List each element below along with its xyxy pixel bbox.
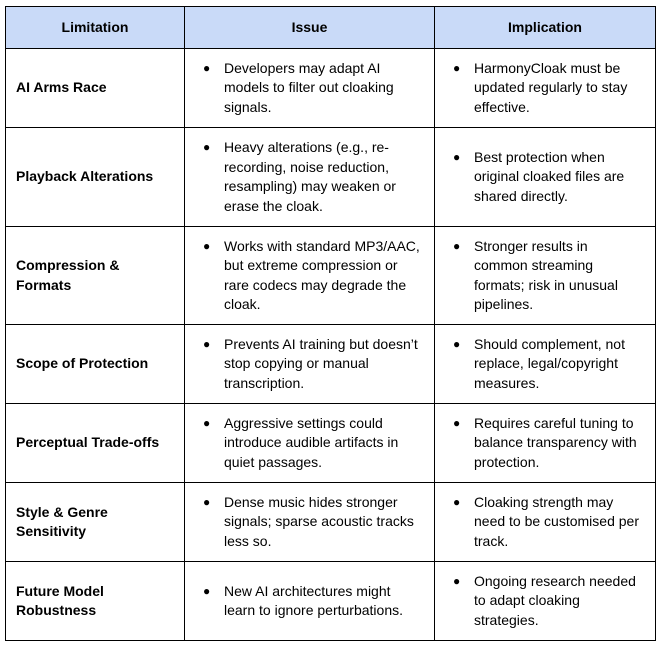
implication-text: Best protection when original cloaked fi…: [474, 148, 625, 204]
bullet-icon: ●: [453, 149, 461, 164]
bullet-icon: ●: [203, 415, 211, 430]
issue-cell: ● Works with standard MP3/AAC, but extrem…: [184, 226, 435, 325]
limitations-table: Limitation Issue Implication AI Arms Rac…: [5, 6, 656, 641]
bullet-icon: ●: [453, 238, 461, 253]
implication-cell: ● Best protection when original cloaked f…: [434, 127, 656, 227]
implication-text: Cloaking strength may need to be customi…: [474, 493, 639, 549]
issue-cell: ● Heavy alterations (e.g., re-recording, …: [184, 127, 435, 227]
header-issue: Issue: [184, 6, 435, 49]
issue-text: Dense music hides stronger signals; spar…: [224, 493, 414, 549]
bullet-icon: ●: [203, 583, 211, 598]
header-row: Limitation Issue Implication: [5, 6, 656, 49]
implication-cell: ● Cloaking strength may need to be custom…: [434, 482, 656, 562]
issue-text: Developers may adapt AI models to filter…: [224, 59, 394, 115]
limitation-cell: Perceptual Trade-offs: [5, 403, 185, 483]
table-row: Scope of Protection ● Prevents AI trainin…: [5, 324, 656, 404]
table-row: Future Model Robustness ● New AI architec…: [5, 561, 656, 641]
issue-cell: ● Aggressive settings could introduce aud…: [184, 403, 435, 483]
issue-cell: ● Developers may adapt AI models to filte…: [184, 48, 435, 128]
header-limitation: Limitation: [5, 6, 185, 49]
implication-cell: ● Ongoing research needed to adapt cloaki…: [434, 561, 656, 641]
implication-cell: ● Requires careful tuning to balance tran…: [434, 403, 656, 483]
issue-text: Works with standard MP3/AAC, but extreme…: [224, 237, 420, 313]
bullet-icon: ●: [203, 60, 211, 75]
bullet-icon: ●: [203, 140, 211, 154]
bullet-icon: ●: [203, 238, 211, 253]
implication-text: HarmonyCloak must be updated regularly t…: [474, 59, 628, 115]
table-row: Perceptual Trade-offs ● Aggressive settin…: [5, 403, 656, 483]
issue-cell: ● Prevents AI training but doesn’t stop c…: [184, 324, 435, 404]
header-implication: Implication: [434, 6, 656, 49]
bullet-icon: ●: [453, 336, 461, 351]
table-row: AI Arms Race ● Developers may adapt AI mo…: [5, 48, 656, 128]
table-row: Compression & Formats ● Works with standa…: [5, 226, 656, 325]
bullet-icon: ●: [203, 494, 211, 509]
bullet-icon: ●: [203, 336, 211, 351]
implication-text: Stronger results in common streaming for…: [474, 237, 618, 313]
implication-cell: ● Stronger results in common streaming fo…: [434, 226, 656, 325]
table-row: Style & Genre Sensitivity ● Dense music h…: [5, 482, 656, 562]
implication-text: Requires careful tuning to balance trans…: [474, 414, 637, 470]
table-row: Playback Alterations ● Heavy alterations …: [5, 127, 656, 227]
bullet-icon: ●: [453, 573, 461, 588]
limitation-cell: Style & Genre Sensitivity: [5, 482, 185, 562]
issue-text: Prevents AI training but doesn’t stop co…: [224, 335, 418, 391]
implication-text: Ongoing research needed to adapt cloakin…: [474, 572, 636, 628]
implication-text: Should complement, not replace, legal/co…: [474, 335, 625, 391]
implication-cell: ● HarmonyCloak must be updated regularly …: [434, 48, 656, 128]
limitation-cell: Future Model Robustness: [5, 561, 185, 641]
issue-cell: ● Dense music hides stronger signals; spa…: [184, 482, 435, 562]
bullet-icon: ●: [453, 60, 461, 75]
issue-text: Aggressive settings could introduce audi…: [224, 414, 399, 470]
limitation-cell: Compression & Formats: [5, 226, 185, 325]
limitation-cell: Playback Alterations: [5, 127, 185, 227]
implication-cell: ● Should complement, not replace, legal/c…: [434, 324, 656, 404]
issue-cell: ● New AI architectures might learn to ign…: [184, 561, 435, 641]
bullet-icon: ●: [453, 494, 461, 509]
bullet-icon: ●: [453, 415, 461, 430]
limitation-cell: Scope of Protection: [5, 324, 185, 404]
issue-text: New AI architectures might learn to igno…: [224, 582, 403, 619]
limitation-cell: AI Arms Race: [5, 48, 185, 128]
issue-text: Heavy alterations (e.g., re-recording, n…: [224, 139, 396, 214]
